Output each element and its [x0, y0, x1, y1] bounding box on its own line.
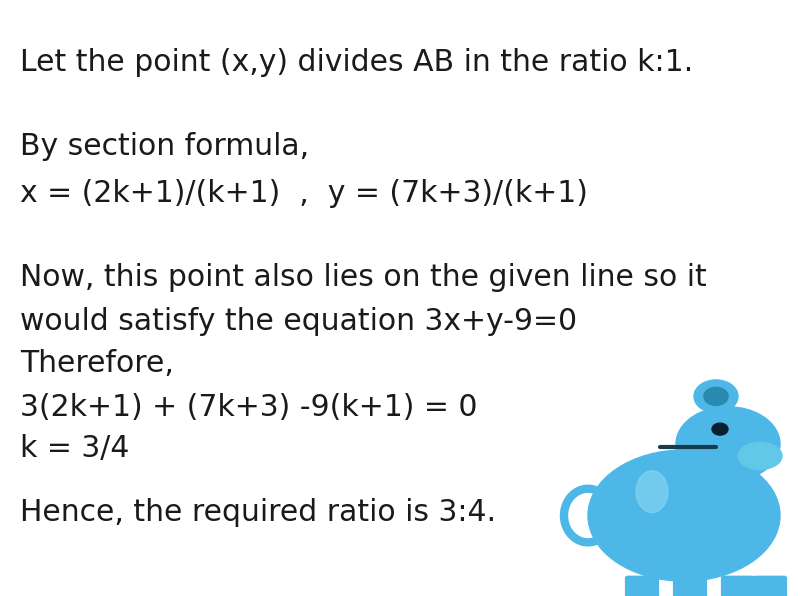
- FancyBboxPatch shape: [722, 576, 754, 596]
- Ellipse shape: [636, 471, 668, 513]
- Text: Let the point (x,y) divides AB in the ratio k:1.: Let the point (x,y) divides AB in the ra…: [20, 48, 694, 77]
- Text: k = 3/4: k = 3/4: [20, 434, 130, 463]
- Circle shape: [712, 423, 728, 435]
- Text: Now, this point also lies on the given line so it: Now, this point also lies on the given l…: [20, 263, 706, 291]
- Ellipse shape: [738, 442, 782, 470]
- FancyBboxPatch shape: [626, 576, 658, 596]
- Text: would satisfy the equation 3x+y-9=0: would satisfy the equation 3x+y-9=0: [20, 308, 577, 336]
- Ellipse shape: [588, 450, 780, 581]
- Text: Therefore,: Therefore,: [20, 349, 174, 378]
- Ellipse shape: [704, 387, 728, 405]
- Text: x = (2k+1)/(k+1)  ,  y = (7k+3)/(k+1): x = (2k+1)/(k+1) , y = (7k+3)/(k+1): [20, 179, 588, 208]
- FancyBboxPatch shape: [674, 576, 706, 596]
- Text: Hence, the required ratio is 3:4.: Hence, the required ratio is 3:4.: [20, 498, 496, 527]
- Text: 3(2k+1) + (7k+3) -9(k+1) = 0: 3(2k+1) + (7k+3) -9(k+1) = 0: [20, 393, 478, 421]
- FancyBboxPatch shape: [754, 576, 786, 596]
- Ellipse shape: [694, 380, 738, 412]
- Ellipse shape: [676, 407, 780, 482]
- Text: By section formula,: By section formula,: [20, 132, 309, 160]
